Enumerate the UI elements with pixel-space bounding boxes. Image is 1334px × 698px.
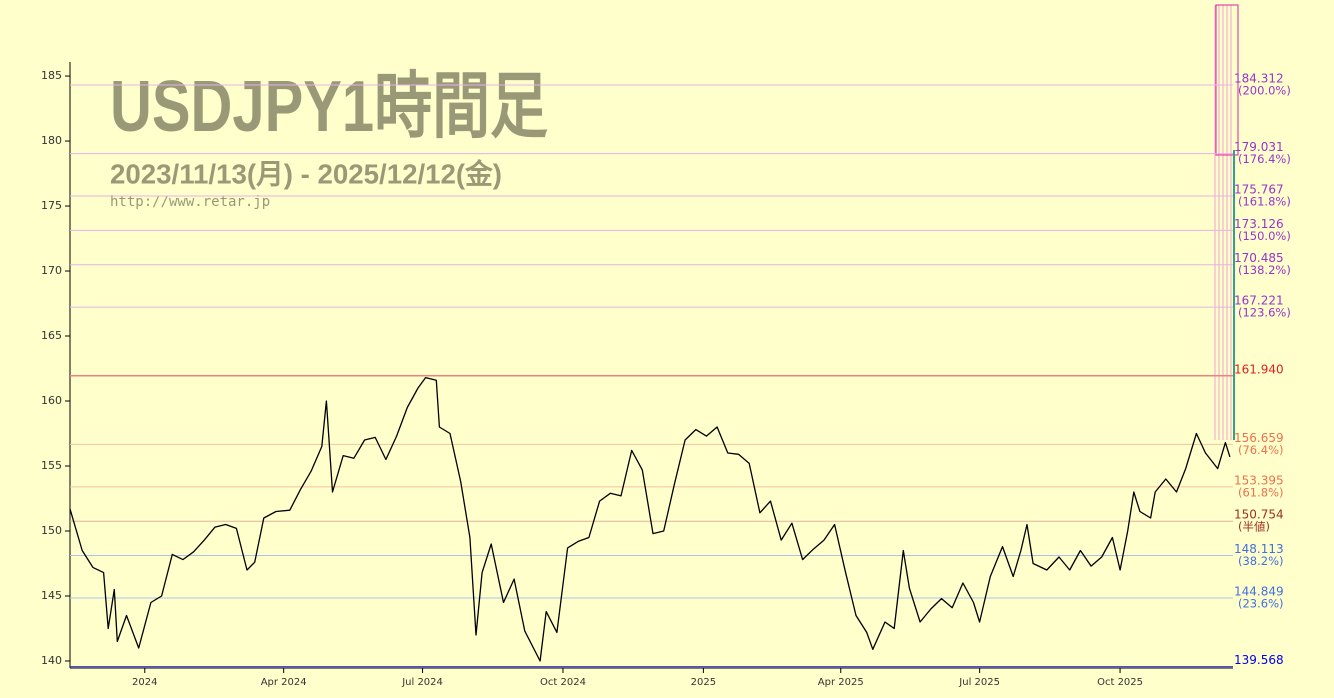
right-markers <box>1214 4 1239 440</box>
level-value: 153.395 <box>1234 473 1284 487</box>
price-line <box>69 376 1231 662</box>
x-tick-label: Jul 2025 <box>958 677 1000 688</box>
level-percent: (150.0%) <box>1238 229 1291 243</box>
level-value: 161.940 <box>1234 362 1284 376</box>
level-value: 150.754 <box>1234 508 1284 522</box>
x-tick-label: Oct 2024 <box>540 677 586 688</box>
marker-box <box>1215 4 1239 156</box>
y-tick-label: 175 <box>41 199 62 212</box>
y-tick-label: 160 <box>41 394 62 407</box>
level-value: 170.485 <box>1234 251 1284 265</box>
y-tick-label: 140 <box>41 654 62 667</box>
level-value: 184.312 <box>1234 71 1284 85</box>
level-percent: (61.8%) <box>1238 485 1284 499</box>
level-percent: (123.6%) <box>1238 306 1291 320</box>
y-tick-label: 145 <box>41 589 62 602</box>
level-percent: (23.6%) <box>1238 596 1284 610</box>
level-percent: (176.4%) <box>1238 152 1291 166</box>
level-value: 179.031 <box>1234 140 1284 154</box>
y-tick-label: 185 <box>41 69 62 82</box>
y-tick-label: 180 <box>41 134 62 147</box>
x-tick-label: Apr 2025 <box>818 677 864 688</box>
y-tick-label: 150 <box>41 524 62 537</box>
level-value: 144.849 <box>1234 584 1284 598</box>
level-value: 173.126 <box>1234 217 1284 231</box>
level-value: 148.113 <box>1234 542 1284 556</box>
y-tick-label: 165 <box>41 329 62 342</box>
level-percent: (138.2%) <box>1238 263 1291 277</box>
chart-subtitle: 2023/11/13(月) - 2025/12/12(金) <box>110 157 502 189</box>
x-tick-label: Apr 2024 <box>261 677 307 688</box>
level-percent: (76.4%) <box>1238 443 1284 457</box>
y-tick-label: 155 <box>41 459 62 472</box>
source-url: http://www.retar.jp <box>110 194 270 210</box>
level-value: 175.767 <box>1234 183 1284 197</box>
level-percent: (200.0%) <box>1238 83 1291 97</box>
level-percent: (半値) <box>1238 520 1270 534</box>
x-tick-label: 2024 <box>132 677 157 688</box>
level-percent: (161.8%) <box>1238 195 1291 209</box>
level-value: 139.568 <box>1234 653 1284 667</box>
level-value: 167.221 <box>1234 294 1284 308</box>
x-tick-label: Jul 2024 <box>401 677 443 688</box>
level-percent: (38.2%) <box>1238 554 1284 568</box>
chart-title: USDJPY1時間足 <box>110 67 548 147</box>
y-tick-label: 170 <box>41 264 62 277</box>
x-tick-label: Oct 2025 <box>1097 677 1143 688</box>
level-value: 156.659 <box>1234 431 1284 445</box>
x-tick-label: 2025 <box>691 677 716 688</box>
